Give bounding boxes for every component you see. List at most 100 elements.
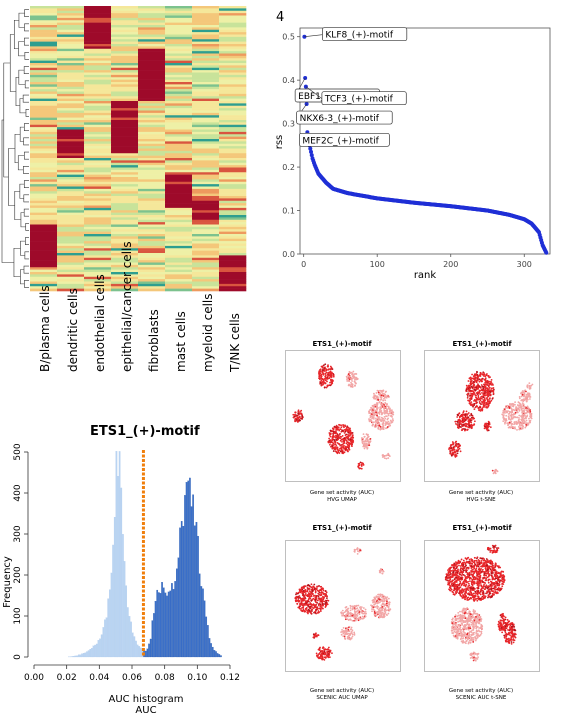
cell-point <box>337 436 340 439</box>
heatmap-cell <box>219 53 247 57</box>
heatmap-cell <box>192 46 220 50</box>
cell-point <box>318 371 321 374</box>
heatmap-cell <box>192 74 220 78</box>
heatmap-cell <box>111 158 139 161</box>
histogram-bar <box>105 617 108 658</box>
cell-point <box>376 424 379 427</box>
histogram-bar <box>171 583 173 658</box>
rss-point <box>544 250 549 255</box>
heatmap-cell <box>165 86 193 90</box>
heatmap-cell <box>57 17 85 21</box>
cell-point <box>459 450 462 453</box>
cell-point <box>320 374 323 377</box>
heatmap-cell <box>165 129 193 133</box>
heatmap-cell <box>138 48 166 52</box>
dendrogram-branch <box>14 133 21 164</box>
heatmap-cell <box>57 127 85 130</box>
cell-point <box>376 607 379 610</box>
heatmap-cell <box>57 55 85 59</box>
heatmap-cell <box>192 34 220 38</box>
heatmap-cell <box>30 241 58 244</box>
cell-point <box>294 411 297 414</box>
heatmap-cell <box>192 236 220 240</box>
heatmap-cell <box>84 234 112 237</box>
heatmap-cell <box>138 181 166 185</box>
heatmap-cell <box>138 41 166 45</box>
cell-point <box>511 410 513 413</box>
cell-point <box>470 416 473 419</box>
cell-point <box>383 406 386 409</box>
dendrogram-branch <box>1 119 14 263</box>
cell-point <box>451 452 454 454</box>
cell-point <box>474 389 477 392</box>
cell-point <box>507 426 510 429</box>
heatmap-cell <box>111 27 139 31</box>
heatmap-cell <box>30 286 58 289</box>
heatmap-cell <box>138 279 166 282</box>
histogram-title: ETS1_(+)-motif <box>90 424 200 439</box>
annotation-box <box>299 132 390 147</box>
heatmap-cell <box>111 48 139 52</box>
heatmap-cell <box>30 250 58 254</box>
histogram-bar <box>156 589 159 658</box>
histogram-bar <box>140 647 142 658</box>
heatmap-cell <box>84 143 112 147</box>
cell-point <box>521 391 524 394</box>
cell-point <box>318 611 321 613</box>
heatmap-cell <box>165 207 193 211</box>
cell-point <box>489 426 492 429</box>
cell-point <box>531 383 534 386</box>
heatmap-cell <box>30 191 58 194</box>
heatmap-cell <box>111 84 139 88</box>
heatmap-cell <box>111 22 139 26</box>
heatmap-cell <box>84 153 112 156</box>
heatmap-cell <box>138 72 166 76</box>
histogram-bar <box>176 568 178 658</box>
cell-point <box>365 433 368 436</box>
heatmap-cell <box>165 229 193 232</box>
heatmap-cell <box>192 169 220 173</box>
cell-point <box>341 434 344 437</box>
heatmap-cell <box>219 193 247 197</box>
heatmap-cell <box>84 41 112 45</box>
heatmap-cell <box>138 108 166 111</box>
heatmap-cell <box>138 115 166 118</box>
heatmap-cell <box>111 93 139 97</box>
heatmap-cell <box>165 110 193 114</box>
cell-point <box>450 449 453 452</box>
histogram-bar <box>180 521 183 658</box>
heatmap-cell <box>57 139 85 142</box>
heatmap-cell <box>165 63 193 66</box>
cell-point <box>381 596 383 599</box>
heatmap-cell <box>30 267 58 270</box>
cell-point <box>386 410 389 413</box>
heatmap-cell <box>111 250 139 254</box>
heatmap-cell <box>192 122 220 126</box>
cell-point <box>469 378 472 381</box>
heatmap-cell <box>30 269 58 273</box>
cell-point <box>490 565 493 568</box>
cell-point <box>475 396 478 399</box>
heatmap-cell <box>111 63 139 66</box>
heatmap-cell <box>219 79 247 83</box>
heatmap-cell <box>219 276 247 280</box>
heatmap-cell <box>84 112 112 116</box>
heatmap-cell <box>111 165 139 168</box>
heatmap-cell <box>138 10 166 14</box>
heatmap-cell <box>57 124 85 128</box>
cell-point <box>320 657 323 660</box>
cell-point <box>331 372 334 375</box>
heatmap-cell <box>30 105 58 109</box>
heatmap-cell <box>111 136 139 140</box>
cell-point <box>321 599 324 602</box>
dendrogram-branch <box>13 19 19 50</box>
cell-point <box>366 447 369 449</box>
cell-point <box>320 606 323 609</box>
heatmap-cell <box>84 165 112 168</box>
heatmap-cell <box>138 117 166 121</box>
heatmap-cell <box>165 34 193 38</box>
heatmap-cell <box>165 193 193 197</box>
heatmap-cell <box>57 272 85 275</box>
heatmap-cell <box>219 46 247 50</box>
